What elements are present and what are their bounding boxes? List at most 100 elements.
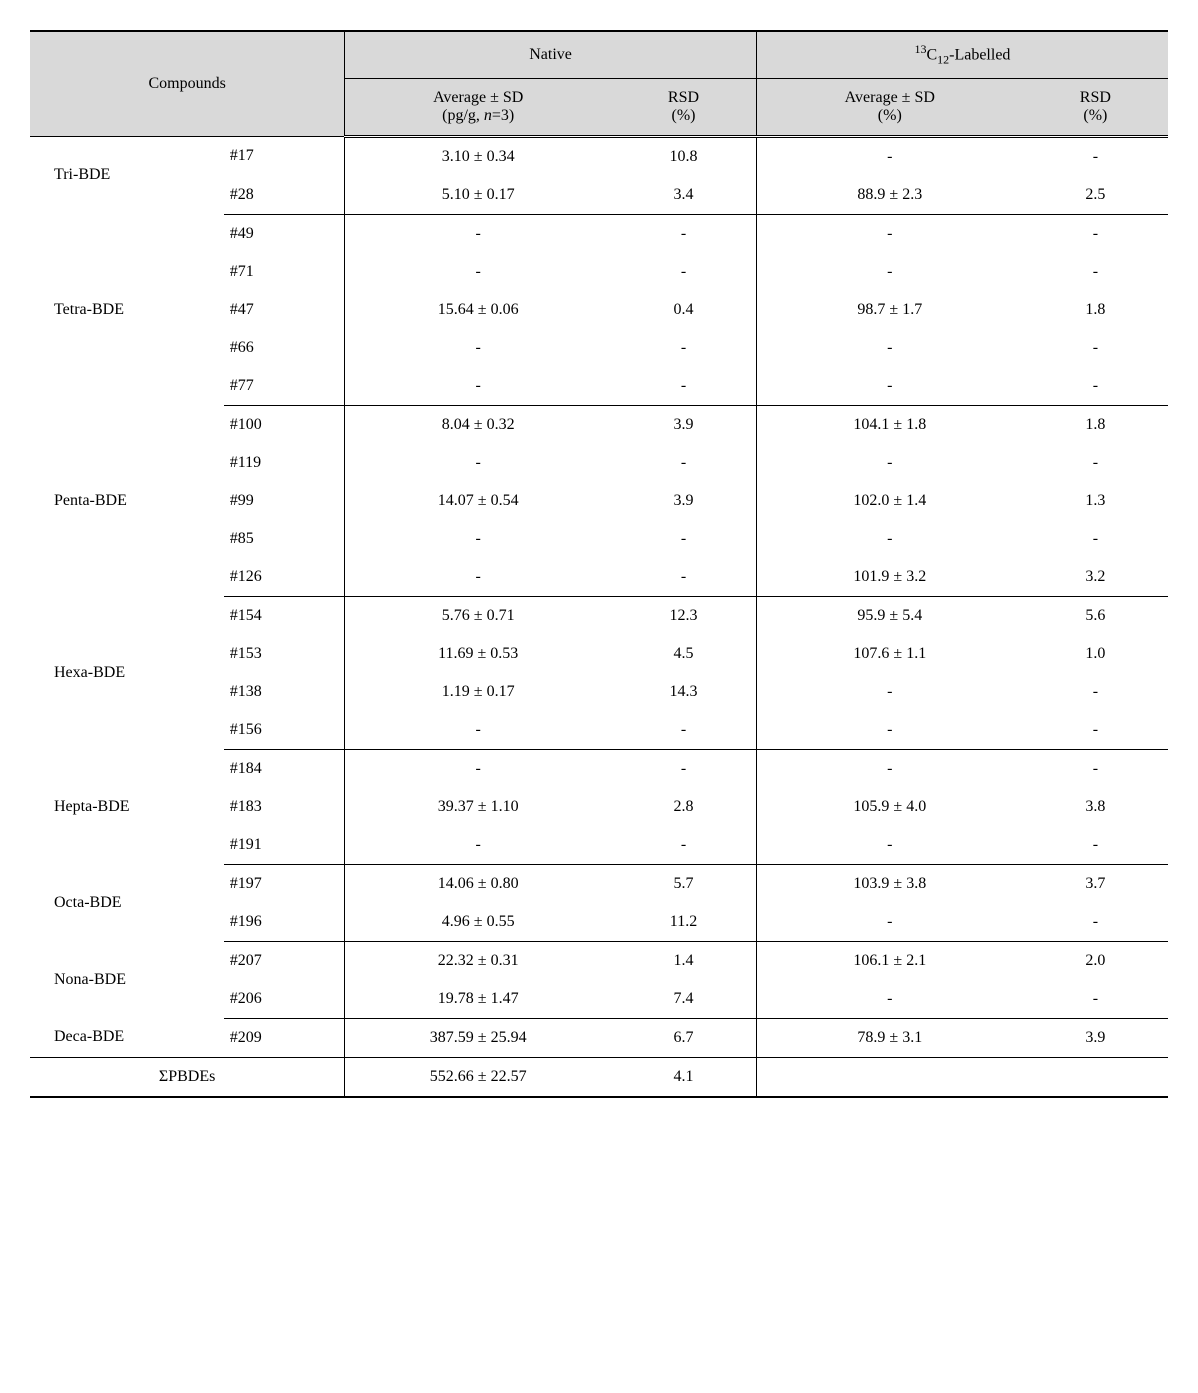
congener-number: #156: [224, 711, 345, 750]
labelled-avg: 106.1 ± 2.1: [756, 941, 1022, 980]
congener-number: #71: [224, 253, 345, 291]
labelled-rsd: 2.0: [1023, 941, 1168, 980]
native-avg: 387.59 ± 25.94: [345, 1018, 611, 1057]
header-labelled: 13C12-Labelled: [756, 31, 1168, 78]
native-rsd: -: [611, 520, 756, 558]
table-row: Tri-BDE#173.10 ± 0.3410.8--: [30, 136, 1168, 176]
congener-number: #184: [224, 749, 345, 788]
labelled-avg: 101.9 ± 3.2: [756, 558, 1022, 597]
labelled-avg: -: [756, 520, 1022, 558]
labelled-avg: 104.1 ± 1.8: [756, 405, 1022, 444]
native-avg: 22.32 ± 0.31: [345, 941, 611, 980]
native-rsd: 3.9: [611, 405, 756, 444]
compound-name: Tri-BDE: [30, 136, 224, 214]
native-avg: 552.66 ± 22.57: [345, 1057, 611, 1097]
native-avg: 4.96 ± 0.55: [345, 903, 611, 942]
congener-number: #207: [224, 941, 345, 980]
table-body: Tri-BDE#173.10 ± 0.3410.8--#285.10 ± 0.1…: [30, 136, 1168, 1097]
compound-name: Tetra-BDE: [30, 214, 224, 405]
congener-number: #99: [224, 482, 345, 520]
labelled-rsd: 1.8: [1023, 291, 1168, 329]
labelled-avg: -: [756, 329, 1022, 367]
native-avg: -: [345, 749, 611, 788]
header-labelled-sub: 12: [937, 53, 949, 67]
labelled-rsd: 5.6: [1023, 596, 1168, 635]
labelled-rsd: -: [1023, 826, 1168, 865]
header-native: Native: [345, 31, 757, 78]
congener-number: #77: [224, 367, 345, 406]
labelled-avg: -: [756, 711, 1022, 750]
native-avg: -: [345, 253, 611, 291]
header-native-avg: Average ± SD (pg/g, n=3): [345, 78, 611, 136]
congener-number: #119: [224, 444, 345, 482]
table-row: Hepta-BDE#184----: [30, 749, 1168, 788]
native-avg: 11.69 ± 0.53: [345, 635, 611, 673]
table-row: Tetra-BDE#49----: [30, 214, 1168, 253]
total-row: ΣPBDEs552.66 ± 22.574.1: [30, 1057, 1168, 1097]
labelled-avg: 102.0 ± 1.4: [756, 482, 1022, 520]
native-rsd: -: [611, 558, 756, 597]
native-rsd: -: [611, 444, 756, 482]
labelled-rsd: -: [1023, 367, 1168, 406]
labelled-rsd: -: [1023, 749, 1168, 788]
labelled-avg: 98.7 ± 1.7: [756, 291, 1022, 329]
native-avg: 5.76 ± 0.71: [345, 596, 611, 635]
native-rsd: -: [611, 749, 756, 788]
native-avg: 39.37 ± 1.10: [345, 788, 611, 826]
congener-number: #28: [224, 176, 345, 215]
labelled-avg: 88.9 ± 2.3: [756, 176, 1022, 215]
labelled-rsd: 1.3: [1023, 482, 1168, 520]
congener-number: #209: [224, 1018, 345, 1057]
header-native-rsd: RSD(%): [611, 78, 756, 136]
labelled-rsd: 3.7: [1023, 864, 1168, 903]
native-avg: -: [345, 826, 611, 865]
native-rsd: 12.3: [611, 596, 756, 635]
native-avg: 1.19 ± 0.17: [345, 673, 611, 711]
native-rsd: 7.4: [611, 980, 756, 1019]
native-rsd: 6.7: [611, 1018, 756, 1057]
native-rsd: 14.3: [611, 673, 756, 711]
compound-name: Hexa-BDE: [30, 596, 224, 749]
native-rsd: 4.1: [611, 1057, 756, 1097]
labelled-avg: -: [756, 136, 1022, 176]
congener-number: #100: [224, 405, 345, 444]
labelled-rsd: 3.2: [1023, 558, 1168, 597]
native-rsd: 3.4: [611, 176, 756, 215]
congener-number: #153: [224, 635, 345, 673]
labelled-avg: -: [756, 673, 1022, 711]
labelled-rsd: 3.9: [1023, 1018, 1168, 1057]
congener-number: #47: [224, 291, 345, 329]
header-lab-avg: Average ± SD(%): [756, 78, 1022, 136]
labelled-avg: -: [756, 444, 1022, 482]
labelled-avg: 105.9 ± 4.0: [756, 788, 1022, 826]
native-rsd: 4.5: [611, 635, 756, 673]
native-rsd: 10.8: [611, 136, 756, 176]
labelled-rsd: -: [1023, 214, 1168, 253]
labelled-avg: -: [756, 749, 1022, 788]
congener-number: #154: [224, 596, 345, 635]
native-avg: 19.78 ± 1.47: [345, 980, 611, 1019]
table-row: Nona-BDE#20722.32 ± 0.311.4106.1 ± 2.12.…: [30, 941, 1168, 980]
native-rsd: 1.4: [611, 941, 756, 980]
labelled-rsd: -: [1023, 980, 1168, 1019]
compounds-table: Compounds Native 13C12-Labelled Average …: [30, 30, 1168, 1098]
native-rsd: -: [611, 367, 756, 406]
congener-number: #206: [224, 980, 345, 1019]
native-avg: -: [345, 214, 611, 253]
labelled-rsd: 2.5: [1023, 176, 1168, 215]
congener-number: #126: [224, 558, 345, 597]
labelled-avg: -: [756, 903, 1022, 942]
native-rsd: 2.8: [611, 788, 756, 826]
native-rsd: 3.9: [611, 482, 756, 520]
native-rsd: 11.2: [611, 903, 756, 942]
native-avg: 3.10 ± 0.34: [345, 136, 611, 176]
labelled-rsd: -: [1023, 253, 1168, 291]
table-row: Octa-BDE#19714.06 ± 0.805.7103.9 ± 3.83.…: [30, 864, 1168, 903]
congener-number: #66: [224, 329, 345, 367]
native-rsd: 0.4: [611, 291, 756, 329]
labelled-rsd: 1.0: [1023, 635, 1168, 673]
table-row: Penta-BDE#1008.04 ± 0.323.9104.1 ± 1.81.…: [30, 405, 1168, 444]
compound-name: Nona-BDE: [30, 941, 224, 1018]
compound-name: Octa-BDE: [30, 864, 224, 941]
header-lab-rsd: RSD(%): [1023, 78, 1168, 136]
